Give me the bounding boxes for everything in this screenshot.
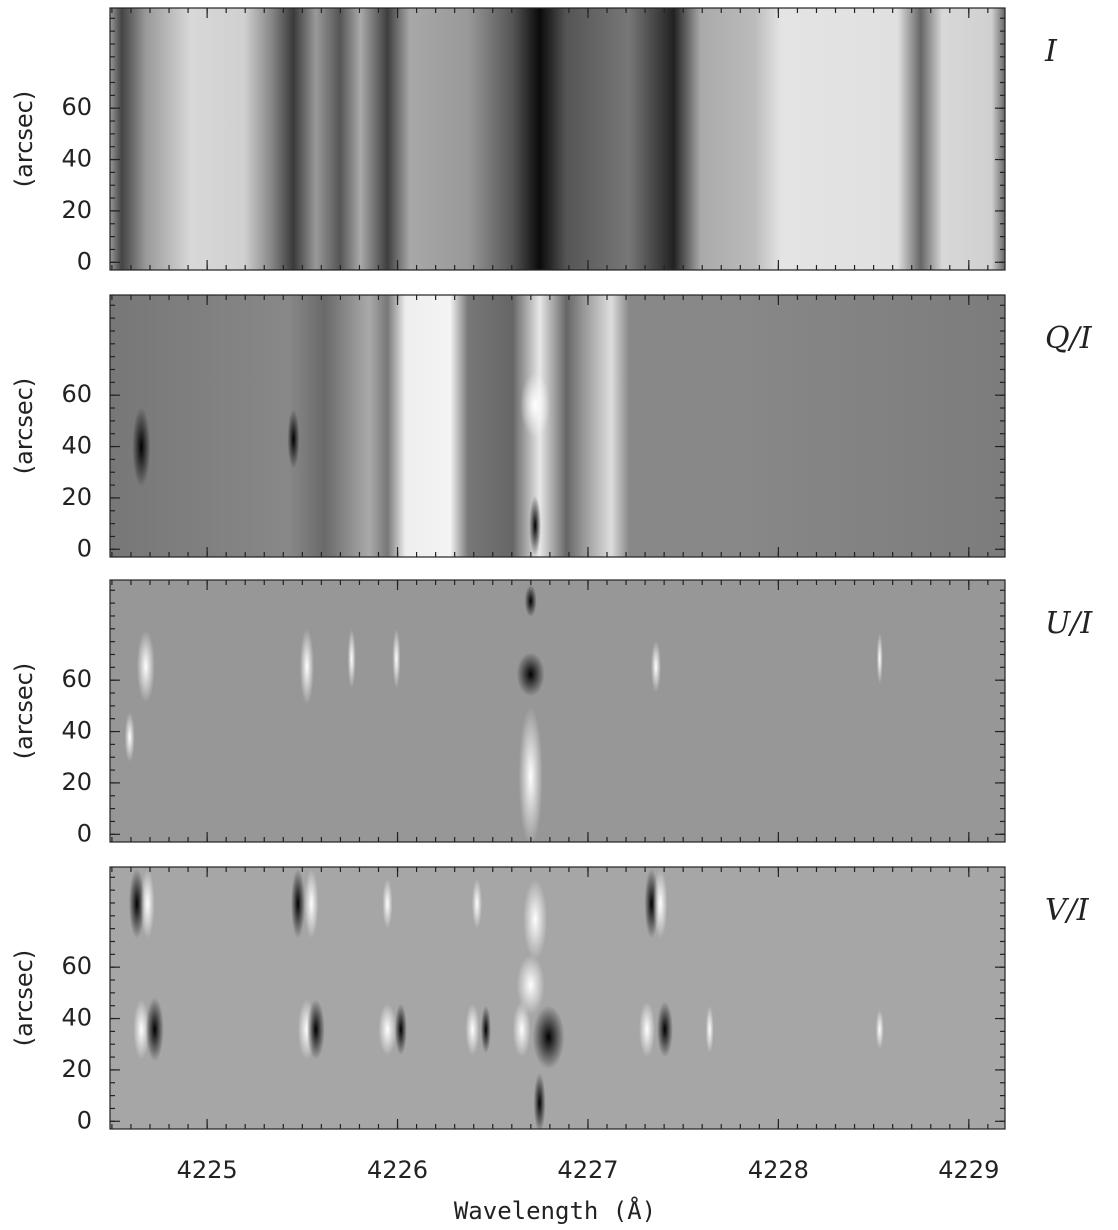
image-feature [133, 999, 150, 1060]
y-tick-label: 40 [61, 432, 92, 460]
y-tick-label: 20 [61, 196, 92, 224]
image-feature [140, 868, 155, 939]
panel: I (arcsec) 0 20 40 60 [10, 7, 1058, 275]
y-tick-label: 40 [61, 717, 92, 745]
image-feature [705, 1005, 714, 1054]
image-feature [875, 1009, 884, 1050]
y-axis-label: (arcsec) [10, 950, 38, 1046]
y-tick-label: 40 [61, 1004, 92, 1032]
image-feature [290, 868, 305, 939]
image-feature [132, 406, 151, 487]
plot-frame [109, 7, 1006, 271]
y-tick-label: 40 [61, 145, 92, 173]
y-tick-label: 60 [61, 952, 92, 980]
y-tick-label: 0 [77, 247, 92, 275]
image-background [110, 8, 1005, 270]
image-feature [639, 1001, 655, 1058]
image-feature [512, 1001, 531, 1058]
spectral-image [110, 8, 1005, 270]
image-feature [516, 954, 545, 1015]
y-tick-label: 0 [77, 534, 92, 562]
x-tick-label: 4225 [177, 1156, 238, 1184]
image-background [110, 295, 1005, 557]
panel-label: U/I [1045, 606, 1093, 641]
image-feature [306, 999, 325, 1060]
spectral-image [110, 580, 1005, 842]
image-feature [480, 1005, 491, 1054]
x-tick-label: 4227 [557, 1156, 618, 1184]
image-feature [518, 706, 543, 842]
image-feature [520, 373, 551, 438]
y-axis-label: (arcsec) [10, 378, 38, 474]
y-axis-label: (arcsec) [10, 91, 38, 187]
panel-label: I [1044, 34, 1058, 69]
image-feature [471, 878, 482, 929]
image-feature [347, 628, 356, 689]
image-feature [523, 879, 548, 960]
image-feature [524, 584, 537, 617]
plot-frame [109, 294, 1006, 558]
y-tick-label: 60 [61, 665, 92, 693]
image-feature [650, 640, 661, 693]
y-tick-label: 60 [61, 380, 92, 408]
image-feature [876, 632, 883, 685]
y-tick-label: 20 [61, 768, 92, 796]
plot-frame [109, 579, 1006, 843]
panel: Q/I (arcsec) 0 20 40 60 [10, 294, 1093, 562]
spectral-image [110, 867, 1005, 1129]
image-background [110, 580, 1005, 842]
image-feature [145, 997, 164, 1062]
panel-label: V/I [1045, 893, 1090, 928]
y-tick-label: 0 [77, 819, 92, 847]
x-axis-label: Wavelength (Å) [454, 1196, 656, 1225]
image-feature [394, 1003, 407, 1056]
image-feature [124, 712, 135, 763]
x-tick-label: 4229 [938, 1156, 999, 1184]
image-feature [516, 652, 545, 697]
panel: V/I (arcsec) 0 20 40 60 4225 4226 4227 4228 4229 [10, 866, 1090, 1184]
y-tick-label: 20 [61, 483, 92, 511]
x-tick-label: 4226 [367, 1156, 428, 1184]
image-feature [532, 1005, 565, 1070]
y-tick-label: 0 [77, 1106, 92, 1134]
y-axis-label: (arcsec) [10, 663, 38, 759]
image-feature [533, 1072, 546, 1129]
image-feature [136, 630, 155, 703]
image-background [110, 867, 1005, 1129]
image-feature [382, 878, 393, 929]
x-tick-label: 4228 [748, 1156, 809, 1184]
image-feature [465, 1003, 480, 1056]
image-feature [299, 628, 314, 705]
image-feature [128, 868, 145, 939]
spectral-image [110, 295, 1005, 557]
image-feature [392, 628, 401, 689]
image-feature [304, 868, 319, 939]
image-feature [653, 868, 668, 939]
y-tick-label: 60 [61, 93, 92, 121]
y-tick-label: 20 [61, 1055, 92, 1083]
image-feature [287, 409, 300, 470]
plot-frame [109, 866, 1006, 1130]
image-feature [656, 1001, 673, 1058]
image-feature [378, 1003, 397, 1056]
panel-label: Q/I [1045, 321, 1093, 356]
image-feature [529, 495, 542, 556]
panel: U/I (arcsec) 0 20 40 60 [10, 579, 1093, 847]
